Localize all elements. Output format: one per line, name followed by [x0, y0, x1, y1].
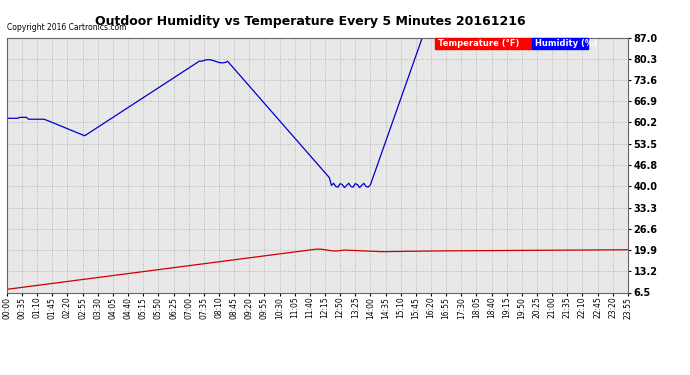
Text: Humidity (%): Humidity (%) [535, 39, 597, 48]
FancyBboxPatch shape [531, 38, 587, 49]
Text: Copyright 2016 Cartronics.com: Copyright 2016 Cartronics.com [7, 23, 126, 32]
Text: Temperature (°F): Temperature (°F) [439, 39, 520, 48]
FancyBboxPatch shape [435, 38, 531, 49]
Text: Outdoor Humidity vs Temperature Every 5 Minutes 20161216: Outdoor Humidity vs Temperature Every 5 … [95, 15, 526, 28]
